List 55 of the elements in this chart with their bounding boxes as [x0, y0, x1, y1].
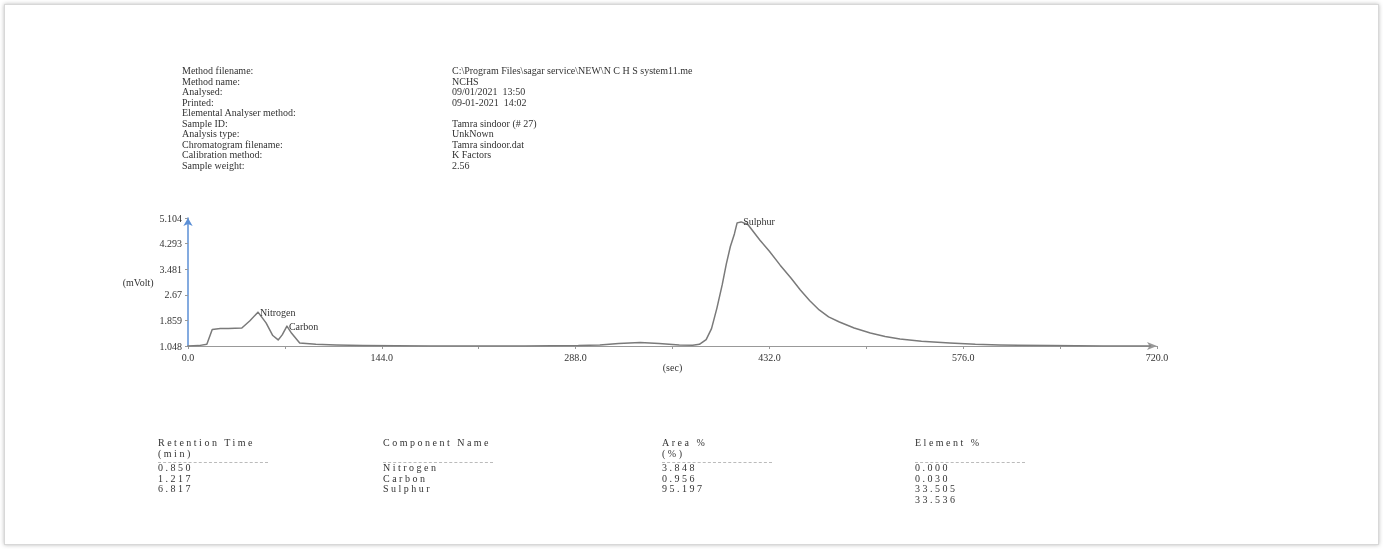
text: 95.197	[662, 483, 705, 495]
text: Calibration method:	[182, 149, 263, 161]
text: Element %	[915, 437, 982, 449]
annotation: Nitrogen	[259, 306, 296, 318]
text: Printed:	[182, 96, 214, 108]
x-axis-title: (sec)	[662, 362, 683, 375]
y-tick-label: 5.104	[159, 212, 182, 224]
x-tick-label: 144.0	[370, 351, 394, 363]
text: 6.817	[158, 483, 193, 495]
y-tick-label: 1.048	[159, 340, 182, 352]
text: Analysis type:	[182, 128, 240, 140]
text: (%)	[662, 447, 685, 459]
x-tick-label: 288.0	[564, 351, 587, 363]
text: 0.850	[158, 462, 193, 474]
text: Nitrogen	[383, 462, 439, 474]
text: NCHS	[452, 75, 479, 87]
x-tick-label: 432.0	[758, 351, 781, 363]
text: 09/01/2021 13:50	[452, 86, 526, 98]
text: 0.000	[915, 462, 950, 474]
text: 2.56	[452, 159, 470, 171]
text: Carbon	[383, 472, 428, 484]
text: K Factors	[452, 149, 492, 161]
text: Sample weight:	[182, 159, 245, 171]
y-axis-title: (mVolt)	[122, 276, 154, 289]
text: UnkNown	[452, 128, 494, 140]
text: 33.505	[915, 483, 958, 495]
text: C:\Program Files\sagar service\NEW\N C H S system11.me	[452, 65, 693, 77]
text: Method filename:	[182, 65, 254, 77]
text: 1.217	[158, 472, 193, 484]
text: 09-01-2021 14:02	[452, 96, 527, 108]
y-tick-label: 1.859	[159, 314, 182, 326]
text: 3.848	[662, 462, 697, 474]
x-tick-label: 720.0	[1145, 351, 1169, 363]
text: Elemental Analyser method:	[182, 107, 296, 119]
text: Component Name	[383, 437, 492, 449]
text: Retention Time	[158, 437, 255, 449]
annotation: Sulphur	[743, 216, 776, 228]
annotation: Carbon	[288, 320, 319, 332]
text: Tamra sindoor (# 27)	[452, 117, 537, 129]
text: (min)	[158, 447, 193, 459]
text: Sulphur	[383, 483, 433, 495]
text: Sample ID:	[182, 117, 228, 129]
text: Area %	[662, 437, 708, 449]
text: 0.956	[662, 472, 697, 484]
text: Chromatogram filename:	[182, 138, 283, 150]
y-tick-label: 4.293	[159, 238, 182, 250]
text: Analysed:	[182, 86, 223, 98]
text: Tamra sindoor.dat	[452, 138, 525, 150]
text: 0.030	[915, 472, 950, 484]
y-tick-label: 3.481	[159, 263, 182, 275]
x-tick-label: 0.0	[181, 351, 195, 363]
text: Method name:	[182, 75, 241, 87]
y-tick-label: 2.67	[164, 289, 182, 301]
x-tick-label: 576.0	[951, 351, 975, 363]
text: 33.536	[915, 493, 958, 505]
